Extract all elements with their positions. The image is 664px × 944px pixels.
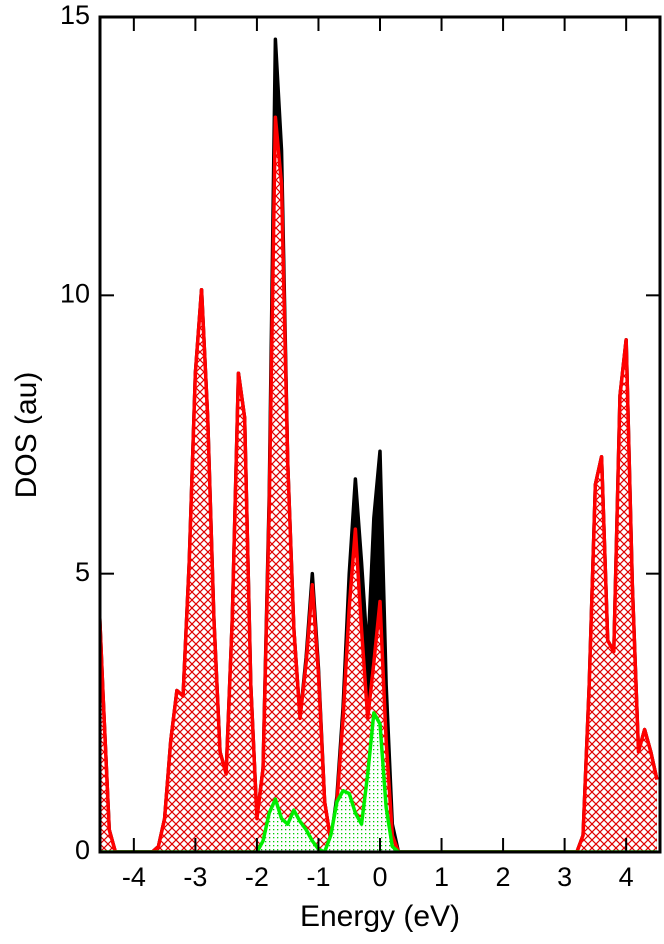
series-line xyxy=(100,711,657,852)
x-tick-label: 4 xyxy=(619,862,634,892)
area-fill xyxy=(100,117,657,852)
x-tick-label: -4 xyxy=(122,862,146,892)
x-tick-label: -1 xyxy=(306,862,330,892)
x-tick-label: -3 xyxy=(183,862,207,892)
series-line xyxy=(100,115,659,852)
y-tick-label: 5 xyxy=(75,557,90,587)
x-tick-label: 0 xyxy=(372,862,387,892)
x-tick-label: -2 xyxy=(245,862,269,892)
plot-area xyxy=(100,37,659,852)
y-tick-label: 15 xyxy=(60,0,90,30)
y-tick-label: 0 xyxy=(75,835,90,865)
y-tick-label: 10 xyxy=(60,278,90,308)
y-axis-title: DOS (au) xyxy=(10,372,43,499)
x-axis-title: Energy (eV) xyxy=(300,900,460,933)
x-tick-label: 3 xyxy=(557,862,572,892)
x-tick-label: 2 xyxy=(496,862,511,892)
x-tick-label: 1 xyxy=(434,862,449,892)
area-fill xyxy=(100,712,657,852)
